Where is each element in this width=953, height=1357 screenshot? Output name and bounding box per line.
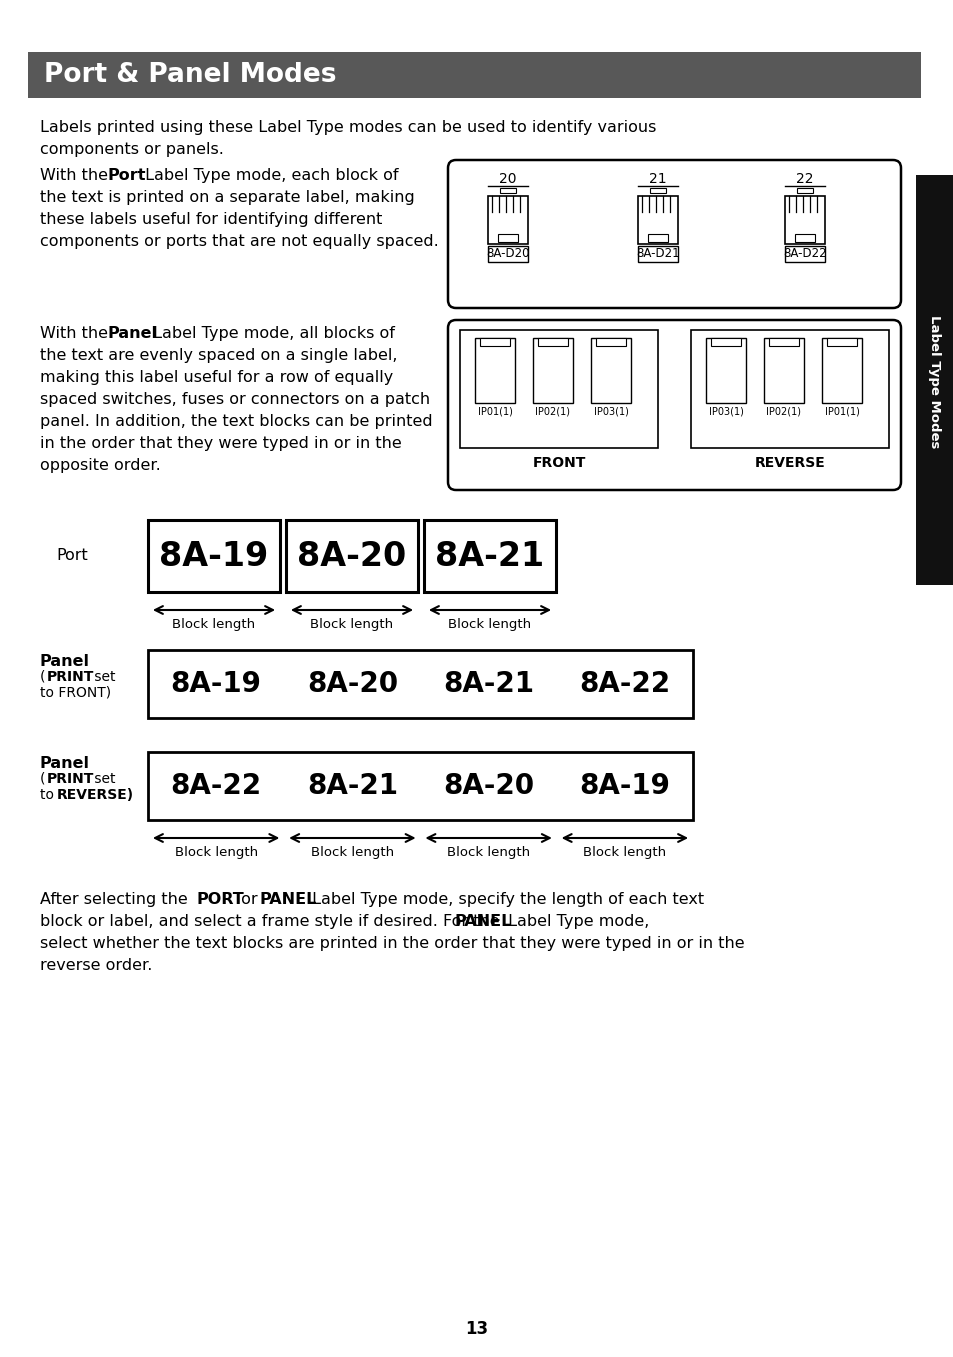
FancyBboxPatch shape [475,338,515,403]
Text: After selecting the: After selecting the [40,892,193,906]
FancyBboxPatch shape [459,330,658,448]
FancyBboxPatch shape [821,338,862,403]
Text: 8A-21: 8A-21 [435,540,544,573]
FancyBboxPatch shape [647,233,667,242]
FancyBboxPatch shape [915,175,953,585]
Text: Block length: Block length [311,845,394,859]
Text: block or label, and select a frame style if desired. For the: block or label, and select a frame style… [40,915,504,930]
Text: components or panels.: components or panels. [40,142,224,157]
Text: 8A-20: 8A-20 [442,772,534,801]
Text: REVERSE): REVERSE) [57,788,134,802]
Text: 8A-D20: 8A-D20 [486,247,529,261]
FancyBboxPatch shape [286,520,417,592]
Text: opposite order.: opposite order. [40,459,161,474]
FancyBboxPatch shape [148,520,280,592]
FancyBboxPatch shape [763,338,803,403]
Text: With the: With the [40,326,113,341]
FancyBboxPatch shape [705,338,745,403]
Text: Label Type Modes: Label Type Modes [927,315,941,449]
FancyBboxPatch shape [710,338,740,346]
Text: IP02(1): IP02(1) [765,406,801,417]
FancyBboxPatch shape [649,189,665,193]
FancyBboxPatch shape [448,320,900,490]
FancyBboxPatch shape [638,246,678,262]
Text: Label Type mode,: Label Type mode, [502,915,649,930]
Text: Label Type mode, specify the length of each text: Label Type mode, specify the length of e… [307,892,703,906]
Text: Block length: Block length [582,845,666,859]
Text: Port & Panel Modes: Port & Panel Modes [44,62,336,88]
Text: 8A-D22: 8A-D22 [782,247,826,261]
Text: to FRONT): to FRONT) [40,687,111,700]
FancyBboxPatch shape [148,650,692,718]
Text: the text are evenly spaced on a single label,: the text are evenly spaced on a single l… [40,347,397,364]
FancyBboxPatch shape [590,338,630,403]
FancyBboxPatch shape [499,189,516,193]
Text: Block length: Block length [448,617,531,631]
Text: Port: Port [56,548,88,563]
Text: Panel: Panel [108,326,158,341]
Text: REVERSE: REVERSE [754,456,824,470]
Text: 8A-19: 8A-19 [578,772,670,801]
Text: PANEL: PANEL [455,915,512,930]
Text: PRINT: PRINT [47,670,94,684]
Text: IP03(1): IP03(1) [708,406,742,417]
FancyBboxPatch shape [148,752,692,820]
FancyBboxPatch shape [537,338,567,346]
Text: With the: With the [40,168,113,183]
FancyBboxPatch shape [638,195,678,244]
Text: 8A-21: 8A-21 [307,772,397,801]
Text: (: ( [40,670,46,684]
FancyBboxPatch shape [488,195,527,244]
FancyBboxPatch shape [488,246,527,262]
Text: 22: 22 [796,172,813,186]
Text: PORT: PORT [196,892,245,906]
Text: these labels useful for identifying different: these labels useful for identifying diff… [40,212,382,227]
Text: 8A-21: 8A-21 [442,670,534,697]
Text: spaced switches, fuses or connectors on a patch: spaced switches, fuses or connectors on … [40,392,430,407]
Text: panel. In addition, the text blocks can be printed: panel. In addition, the text blocks can … [40,414,432,429]
FancyBboxPatch shape [784,246,824,262]
Text: 8A-19: 8A-19 [171,670,261,697]
Text: PRINT: PRINT [47,772,94,786]
FancyBboxPatch shape [826,338,856,346]
FancyBboxPatch shape [448,160,900,308]
FancyBboxPatch shape [423,520,556,592]
FancyBboxPatch shape [497,233,517,242]
Text: IP03(1): IP03(1) [593,406,628,417]
Text: 8A-20: 8A-20 [307,670,397,697]
Text: 8A-22: 8A-22 [171,772,261,801]
Text: 8A-20: 8A-20 [297,540,406,573]
FancyBboxPatch shape [596,338,625,346]
Text: 8A-22: 8A-22 [578,670,670,697]
FancyBboxPatch shape [768,338,799,346]
Text: (: ( [40,772,46,786]
Text: IP01(1): IP01(1) [823,406,859,417]
Text: components or ports that are not equally spaced.: components or ports that are not equally… [40,233,438,248]
Text: Block length: Block length [310,617,394,631]
Text: set: set [90,670,115,684]
FancyBboxPatch shape [533,338,573,403]
Text: 13: 13 [465,1320,488,1338]
FancyBboxPatch shape [796,189,812,193]
Text: select whether the text blocks are printed in the order that they were typed in : select whether the text blocks are print… [40,936,744,951]
Text: Label Type mode, each block of: Label Type mode, each block of [140,168,398,183]
Text: Panel: Panel [40,756,90,771]
FancyBboxPatch shape [28,52,920,98]
Text: or: or [235,892,262,906]
Text: Block length: Block length [172,617,255,631]
Text: Port: Port [108,168,147,183]
Text: Label Type mode, all blocks of: Label Type mode, all blocks of [148,326,395,341]
Text: Block length: Block length [174,845,257,859]
FancyBboxPatch shape [479,338,510,346]
Text: 8A-D21: 8A-D21 [636,247,679,261]
Text: making this label useful for a row of equally: making this label useful for a row of eq… [40,370,393,385]
Text: 21: 21 [648,172,666,186]
FancyBboxPatch shape [784,195,824,244]
Text: PANEL: PANEL [260,892,317,906]
Text: reverse order.: reverse order. [40,958,152,973]
Text: 20: 20 [498,172,517,186]
Text: Panel: Panel [40,654,90,669]
Text: Labels printed using these Label Type modes can be used to identify various: Labels printed using these Label Type mo… [40,119,656,134]
Text: FRONT: FRONT [532,456,585,470]
